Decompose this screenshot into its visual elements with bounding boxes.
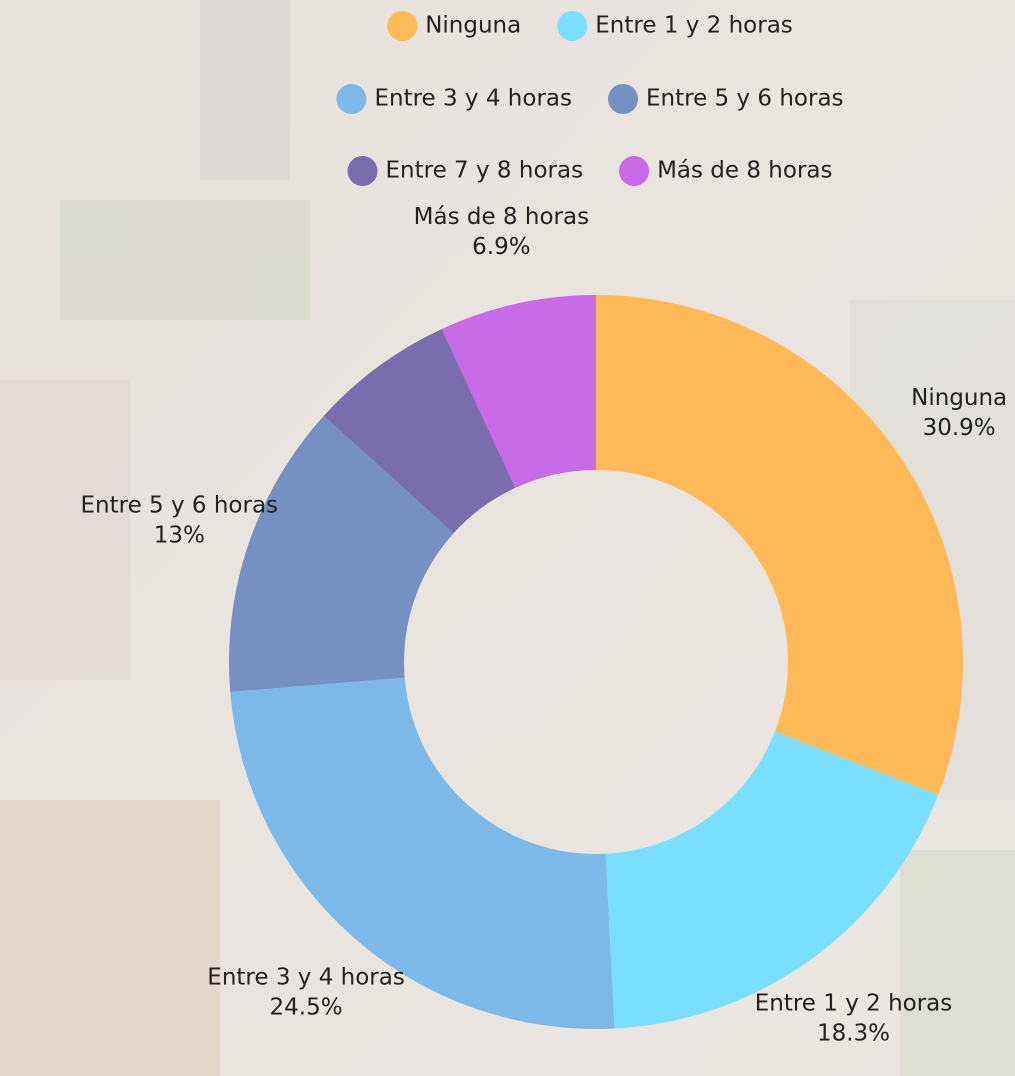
value-label: 24.5%: [270, 994, 343, 1020]
donut-slice: [441, 295, 596, 488]
legend-label: Ninguna: [425, 13, 521, 39]
slice-label: Ninguna: [911, 385, 1007, 411]
slice-label: Entre 3 y 4 horas: [207, 964, 405, 990]
value-label: 6.9%: [472, 234, 530, 260]
donut-slice: [228, 415, 454, 692]
donut-slice: [323, 328, 516, 534]
legend-swatch: [347, 156, 378, 186]
value-label: 30.9%: [923, 415, 996, 441]
slice-label: Más de 8 horas: [414, 204, 589, 230]
donut-slice: [605, 731, 939, 1029]
legend-swatch: [619, 156, 650, 186]
legend-row: Entre 7 y 8 horas Más de 8 horas: [347, 156, 832, 186]
legend-label: Entre 3 y 4 horas: [374, 86, 572, 112]
legend-label: Entre 7 y 8 horas: [386, 158, 584, 184]
legend-row: Entre 3 y 4 horas Entre 5 y 6 horas: [336, 84, 844, 114]
slice-label: Entre 1 y 2 horas: [755, 990, 953, 1016]
legend-label: Más de 8 horas: [657, 158, 832, 184]
legend-swatch: [608, 84, 638, 114]
slice-label: Entre 5 y 6 horas: [81, 492, 279, 518]
legend-swatch: [557, 11, 588, 41]
legend-label: Entre 5 y 6 horas: [646, 86, 844, 112]
donut-slice: [230, 677, 615, 1029]
value-label: 13%: [154, 522, 205, 548]
value-label: 18.3%: [817, 1020, 890, 1046]
legend-row: Ninguna Entre 1 y 2 horas: [387, 11, 793, 41]
donut: [228, 295, 963, 1029]
legend-swatch: [336, 84, 367, 114]
legend-label: Entre 1 y 2 horas: [595, 13, 793, 39]
donut-slice: [596, 295, 963, 795]
legend-swatch: [387, 11, 418, 41]
legend: Ninguna Entre 1 y 2 horas Entre 3 y 4 hora…: [336, 11, 844, 186]
